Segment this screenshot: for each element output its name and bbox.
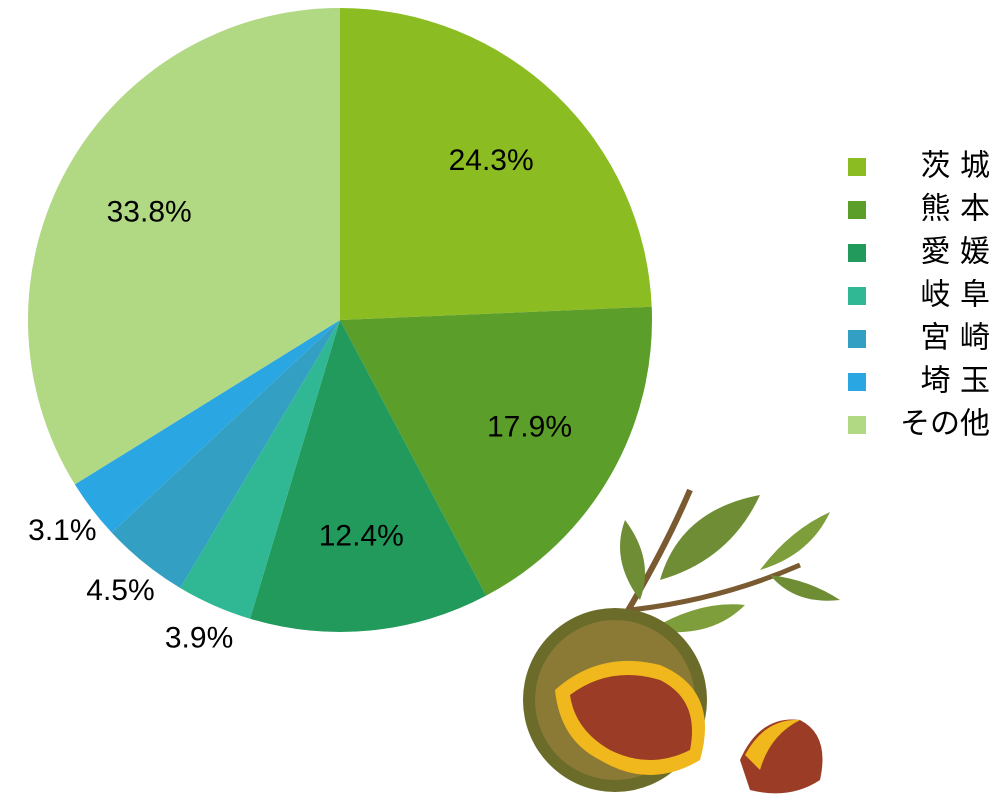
pie-slice — [111, 320, 340, 588]
legend-swatch — [848, 244, 866, 262]
data-label: 4.5% — [86, 574, 154, 607]
legend-label: 茨 城 — [920, 149, 990, 184]
data-label: 17.9% — [487, 411, 572, 444]
legend-swatch — [848, 373, 866, 391]
legend-label: 愛 媛 — [920, 235, 990, 270]
legend-swatch — [848, 416, 866, 434]
legend-label: 埼 玉 — [920, 364, 990, 399]
legend-label: 岐 阜 — [920, 278, 990, 313]
data-label: 3.1% — [28, 514, 96, 547]
legend-swatch — [848, 201, 866, 219]
data-label: 3.9% — [165, 622, 233, 655]
legend-label: その他 — [900, 407, 990, 442]
legend-swatch — [848, 158, 866, 176]
pie-slice — [28, 8, 341, 485]
legend-swatch — [848, 287, 866, 305]
pie-slice — [180, 320, 340, 619]
legend-swatch — [848, 330, 866, 348]
data-label: 12.4% — [319, 519, 404, 552]
pie-slice — [340, 306, 652, 596]
chestnut-illustration — [523, 488, 840, 794]
data-label: 33.8% — [107, 196, 192, 229]
pie-slice — [74, 320, 340, 533]
pie-slice — [340, 8, 652, 320]
data-label: 24.3% — [449, 144, 534, 177]
pie-slice — [250, 320, 487, 632]
legend-label: 宮 崎 — [920, 321, 990, 356]
legend-label: 熊 本 — [920, 192, 990, 227]
